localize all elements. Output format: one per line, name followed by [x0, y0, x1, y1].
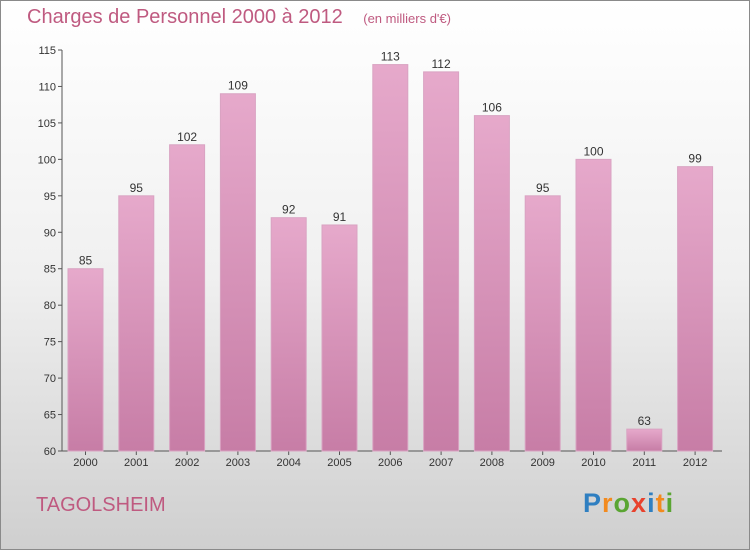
y-tick-label: 95 — [44, 191, 56, 203]
value-label-2004: 92 — [282, 203, 296, 217]
chart-unit: (en milliers d'€) — [363, 11, 451, 26]
y-tick-label: 105 — [38, 118, 56, 130]
logo-letter: x — [631, 488, 648, 518]
bar-2007 — [423, 71, 460, 452]
bar-2006 — [372, 64, 409, 452]
value-label-2002: 102 — [177, 130, 197, 144]
bar-2002 — [169, 144, 206, 452]
bar-2012 — [677, 166, 714, 452]
x-tick-label-2009: 2009 — [530, 457, 554, 469]
value-label-2012: 99 — [688, 152, 702, 166]
logo-letter: r — [602, 488, 614, 518]
logo-letter: i — [647, 488, 656, 518]
x-tick-label-2007: 2007 — [429, 457, 453, 469]
value-label-2010: 100 — [583, 144, 603, 158]
proxiti-logo: Proxiti — [583, 488, 674, 519]
y-tick-label: 70 — [44, 373, 56, 385]
logo-letter: t — [655, 488, 666, 518]
x-tick-label-2004: 2004 — [276, 457, 300, 469]
value-label-2007: 112 — [432, 57, 451, 71]
chart-title: Charges de Personnel 2000 à 2012 — [27, 6, 343, 28]
y-tick-label: 100 — [38, 154, 56, 166]
x-tick-label-2003: 2003 — [226, 457, 250, 469]
x-tick-label-2000: 2000 — [73, 457, 97, 469]
bar-2001 — [118, 195, 155, 452]
value-label-2005: 91 — [333, 210, 347, 224]
x-tick-label-2006: 2006 — [378, 457, 402, 469]
y-tick-label: 75 — [44, 337, 56, 349]
bar-2005 — [321, 224, 358, 452]
value-label-2006: 113 — [381, 50, 400, 64]
x-tick-label-2008: 2008 — [480, 457, 504, 469]
value-label-2011: 63 — [638, 414, 652, 428]
x-tick-label-2010: 2010 — [581, 457, 605, 469]
value-label-2009: 95 — [536, 181, 550, 195]
x-tick-label-2002: 2002 — [175, 457, 199, 469]
value-label-2003: 109 — [228, 79, 248, 93]
x-tick-label-2011: 2011 — [632, 457, 656, 469]
y-tick-label: 110 — [38, 81, 56, 93]
y-tick-label: 115 — [38, 45, 56, 57]
value-label-2000: 85 — [79, 254, 93, 268]
logo-letter: P — [583, 488, 603, 518]
location-name: TAGOLSHEIM — [36, 494, 166, 516]
bar-2009 — [524, 195, 561, 452]
bar-2011 — [626, 428, 663, 452]
bar-2004 — [270, 217, 307, 452]
bar-2000 — [67, 268, 104, 452]
title-block: Charges de Personnel 2000 à 2012 (en mil… — [27, 6, 451, 29]
y-tick-label: 85 — [44, 264, 56, 276]
bar-2010 — [575, 158, 612, 452]
y-tick-label: 65 — [44, 410, 56, 422]
value-label-2008: 106 — [482, 101, 502, 115]
y-tick-label: 80 — [44, 300, 56, 312]
value-label-2001: 95 — [130, 181, 144, 195]
x-tick-label-2001: 2001 — [124, 457, 148, 469]
x-tick-label-2005: 2005 — [327, 457, 351, 469]
y-tick-label: 60 — [44, 446, 56, 458]
x-tick-label-2012: 2012 — [683, 457, 707, 469]
bar-2003 — [219, 93, 256, 452]
logo-letter: i — [665, 488, 675, 518]
bar-2008 — [473, 115, 510, 452]
y-tick-label: 90 — [44, 227, 56, 239]
logo-letter: o — [613, 488, 632, 518]
